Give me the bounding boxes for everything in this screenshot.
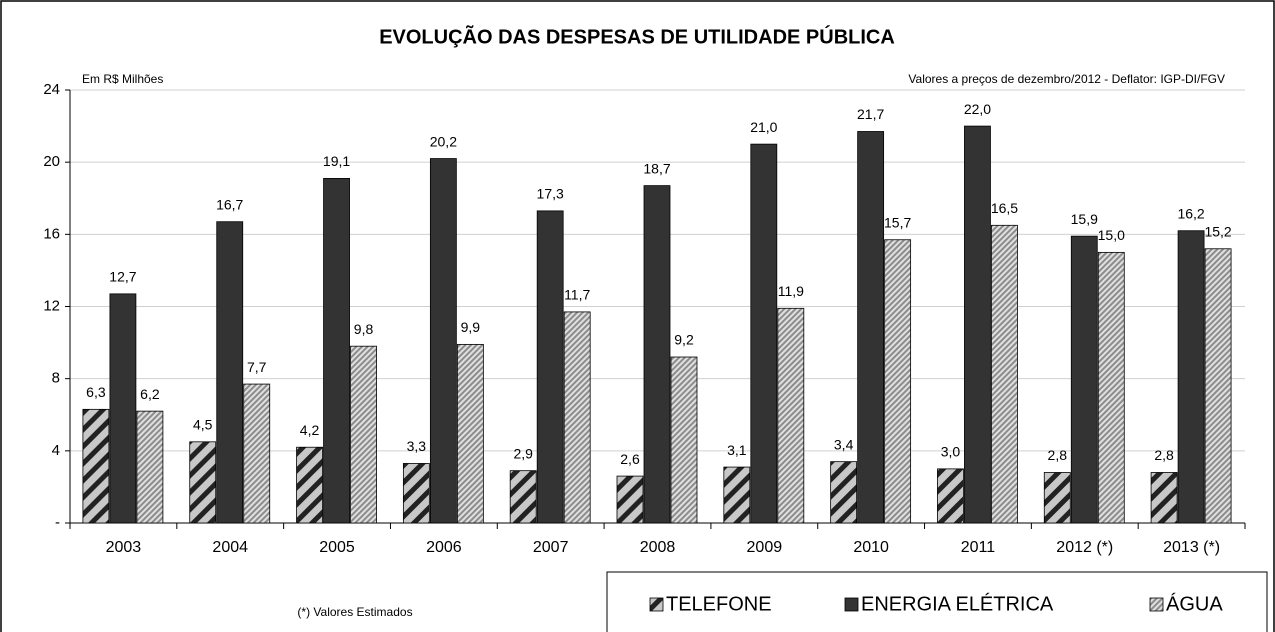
value-label: 3,0: [941, 444, 961, 460]
legend-label: TELEFONE: [666, 593, 772, 615]
bar: [830, 461, 858, 524]
legend-label: ÁGUA: [1166, 592, 1223, 615]
value-label: 6,3: [86, 384, 106, 400]
x-tick-label: 2007: [533, 539, 569, 556]
value-label: 9,8: [354, 321, 374, 337]
y-tick-label: 8: [52, 370, 60, 387]
x-tick-label: 2004: [212, 539, 248, 556]
y-tick-label: 16: [43, 225, 60, 242]
unit-label: Em R$ Milhões: [82, 72, 163, 86]
bar: [350, 345, 377, 524]
value-label: 15,9: [1071, 211, 1098, 227]
deflator-note: Valores a preços de dezembro/2012 - Defl…: [908, 72, 1225, 86]
bar: [1204, 248, 1232, 524]
x-tick-label: 2008: [640, 539, 676, 556]
y-tick-label: 4: [52, 442, 60, 459]
y-tick-label: -: [55, 514, 60, 531]
bar: [1070, 235, 1098, 524]
bar: [777, 307, 805, 524]
bar: [429, 158, 457, 524]
value-label: 18,7: [643, 160, 670, 176]
value-label: 4,5: [193, 417, 213, 433]
bar: [670, 356, 698, 524]
bar: [296, 446, 323, 524]
bar: [323, 178, 350, 524]
x-tick-label: 2012 (*): [1056, 539, 1113, 556]
value-label: 16,2: [1177, 205, 1204, 221]
footnote: (*) Valores Estimados: [297, 605, 412, 619]
y-tick-label: 24: [43, 81, 60, 98]
value-label: 12,7: [109, 269, 136, 285]
bar: [109, 293, 137, 524]
value-label: 3,1: [727, 442, 747, 458]
value-label: 2,6: [620, 451, 640, 467]
legend-swatch: [1149, 597, 1164, 612]
bar: [402, 463, 430, 524]
bar: [991, 224, 1018, 524]
value-label: 4,2: [300, 422, 320, 438]
value-label: 7,7: [247, 359, 267, 375]
x-tick-label: 2006: [426, 539, 462, 556]
bar: [82, 408, 110, 524]
x-tick-label: 2003: [106, 539, 142, 556]
value-label: 11,9: [778, 283, 804, 299]
legend-swatch: [844, 597, 859, 612]
x-tick-label: 2005: [319, 539, 355, 556]
value-label: 21,7: [857, 106, 884, 122]
bar: [216, 221, 244, 524]
y-tick-label: 20: [43, 153, 60, 170]
value-label: 9,2: [674, 332, 694, 348]
value-label: 2,8: [1048, 447, 1068, 463]
bar: [964, 125, 991, 524]
x-tick-label: 2010: [853, 539, 889, 556]
x-tick-label: 2011: [961, 539, 996, 556]
bar: [243, 383, 271, 524]
bar: [1043, 472, 1071, 524]
value-label: 2,9: [513, 445, 533, 461]
bar: [536, 210, 564, 524]
bar: [643, 185, 671, 524]
value-label: 20,2: [430, 133, 457, 149]
value-label: 9,9: [461, 319, 481, 335]
bar: [456, 343, 484, 524]
bar: [189, 441, 217, 524]
value-label: 16,5: [991, 200, 1018, 216]
value-label: 19,1: [323, 153, 350, 169]
bar: [616, 475, 644, 524]
value-label: 3,4: [834, 436, 854, 452]
value-label: 15,0: [1098, 227, 1125, 243]
bar: [136, 410, 164, 524]
bar: [1150, 472, 1178, 524]
bar: [1097, 251, 1125, 524]
value-label: 21,0: [750, 119, 777, 135]
bar: [937, 468, 964, 524]
bar: [509, 470, 537, 524]
x-tick-label: 2013 (*): [1163, 539, 1220, 556]
value-label: 22,0: [964, 101, 991, 117]
value-label: 3,3: [407, 438, 427, 454]
bar: [884, 239, 912, 524]
chart-title: EVOLUÇÃO DAS DESPESAS DE UTILIDADE PÚBLI…: [379, 24, 895, 48]
y-tick-label: 12: [43, 297, 60, 314]
value-label: 11,7: [564, 287, 590, 303]
bar: [857, 131, 885, 524]
bar: [1177, 230, 1205, 524]
bar: [723, 466, 751, 524]
x-tick-label: 2009: [747, 539, 783, 556]
bar: [563, 311, 591, 524]
legend-label: ENERGIA ELÉTRICA: [861, 592, 1054, 615]
value-label: 2,8: [1154, 447, 1174, 463]
value-label: 15,7: [884, 214, 911, 230]
value-label: 16,7: [216, 196, 243, 212]
legend-swatch: [649, 597, 664, 612]
value-label: 17,3: [537, 186, 564, 202]
value-label: 6,2: [140, 386, 160, 402]
bar: [750, 143, 778, 524]
value-label: 15,2: [1204, 223, 1231, 239]
